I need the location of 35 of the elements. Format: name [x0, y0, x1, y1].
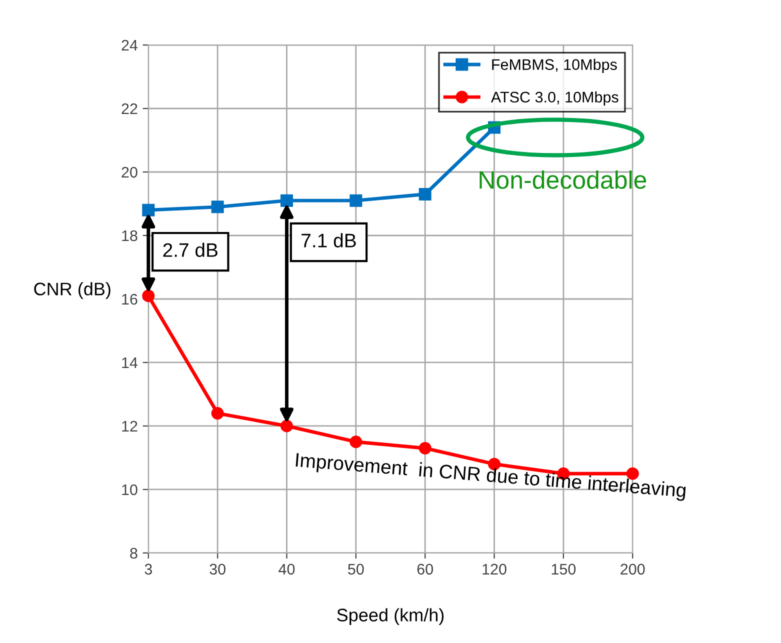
y-tick-label: 24 — [122, 40, 138, 51]
x-tick-label: 150 — [552, 564, 576, 575]
point — [418, 188, 432, 200]
y-tick-label: 18 — [122, 230, 138, 242]
point — [350, 436, 362, 448]
point — [142, 204, 155, 216]
x-tick-label: 30 — [210, 564, 226, 575]
y-tick-label: 22 — [122, 103, 138, 114]
x-tick-label: 60 — [417, 564, 433, 575]
x-tick-label: 200 — [620, 564, 645, 575]
legend-label: FeMBMS, 10Mbps — [492, 58, 617, 73]
x-tick-label: 3 — [144, 564, 152, 575]
point — [350, 194, 362, 207]
x-tick-label: 40 — [278, 564, 295, 575]
y-tick-label: 12 — [122, 420, 138, 432]
point — [142, 290, 155, 302]
y-tick-label: 8 — [130, 548, 138, 559]
point — [280, 194, 293, 207]
point — [211, 407, 224, 420]
y-tick-label: 10 — [122, 484, 138, 496]
point — [418, 442, 432, 454]
x-tick-label: 50 — [348, 564, 364, 575]
annotation: Non-decodable — [480, 170, 646, 189]
point — [211, 200, 224, 214]
annotation: 2.7 dB — [163, 242, 218, 257]
y-tick-label: 16 — [122, 294, 138, 305]
legend-label: ATSC 3.0, 10Mbps — [490, 91, 618, 106]
y-tick-label: 20 — [122, 166, 138, 178]
point — [280, 420, 293, 432]
annotation: Improvement in CNR due to time interleaving — [295, 452, 686, 502]
x-tick-label: 120 — [482, 564, 506, 575]
annotation: 7.1 dB — [302, 233, 356, 248]
y-axis-title: CNR (dB) — [34, 282, 110, 299]
y-tick-label: 14 — [122, 358, 138, 368]
x-axis-title: Speed (km/h) — [337, 608, 444, 626]
